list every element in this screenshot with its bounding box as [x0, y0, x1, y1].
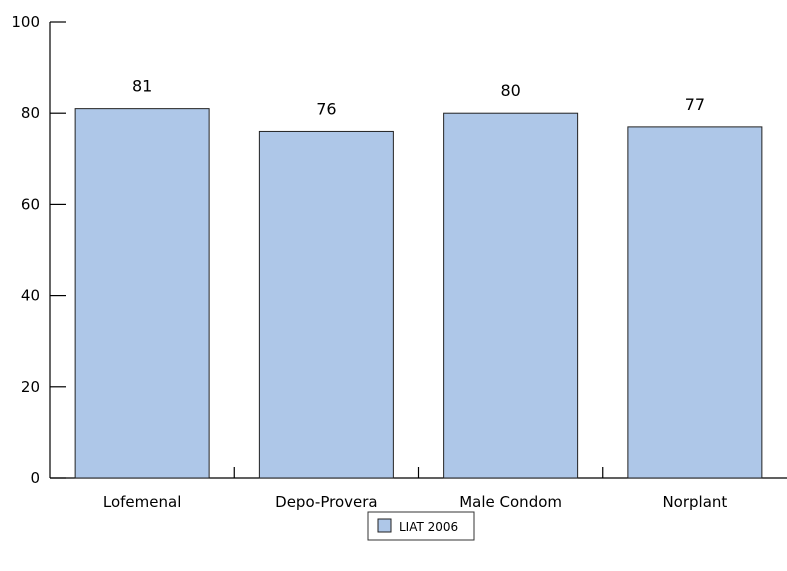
data-label: 76 [316, 99, 336, 118]
bar-male-condom [443, 112, 579, 479]
y-tick-label: 60 [21, 195, 40, 213]
category-label: Norplant [662, 493, 727, 511]
bar-norplant [627, 126, 763, 479]
y-tick-label: 0 [30, 469, 40, 487]
data-label: 81 [132, 77, 152, 96]
legend: LIAT 2006 [367, 511, 475, 541]
category-label: Lofemenal [103, 493, 182, 511]
y-tick-label: 80 [21, 104, 40, 122]
data-label: 77 [685, 95, 705, 114]
labels: 81 Lofemenal 76 Depo-Provera 80 Male Condom 77… [103, 77, 728, 511]
bars [74, 108, 763, 479]
bar-depo-provera [258, 130, 394, 479]
y-tick-label: 20 [21, 378, 40, 396]
legend-swatch [377, 518, 392, 533]
legend-label: LIAT 2006 [399, 520, 458, 534]
bar-lofemenal [74, 108, 210, 479]
data-label: 80 [500, 81, 520, 100]
y-tick-label: 40 [21, 287, 40, 305]
y-tick-label: 100 [11, 13, 40, 31]
category-label: Male Condom [459, 493, 562, 511]
category-label: Depo-Provera [275, 493, 377, 511]
